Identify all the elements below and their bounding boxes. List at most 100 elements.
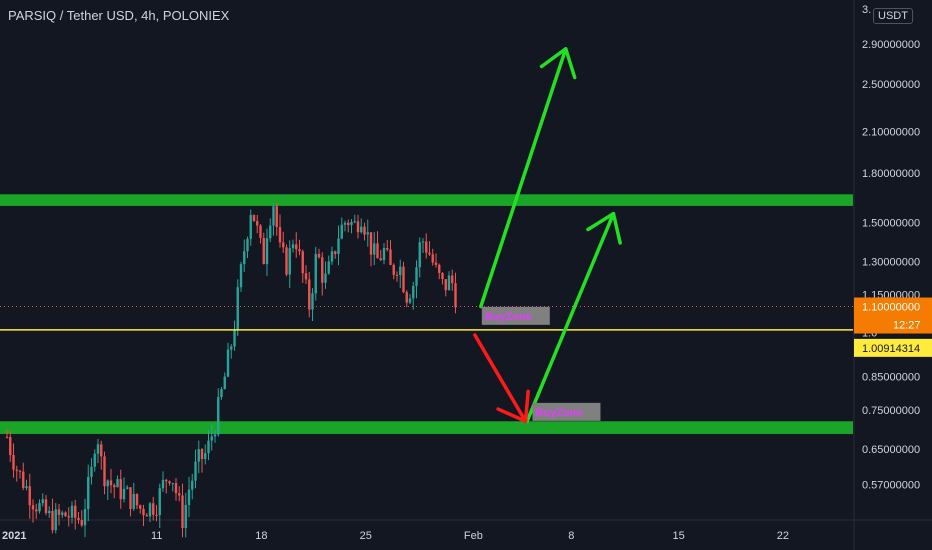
candle (298, 239, 301, 256)
unit-badge[interactable]: USDT (873, 8, 913, 24)
candle (256, 214, 259, 234)
candle (51, 498, 54, 534)
candle (74, 499, 77, 530)
candle (447, 271, 451, 291)
demand-zone-1 (0, 194, 853, 206)
candle (129, 487, 132, 517)
countdown-timer: 12:27 (893, 320, 921, 332)
candle (139, 504, 142, 514)
candle (87, 464, 90, 521)
candle (35, 503, 38, 519)
candle-body (434, 262, 438, 265)
candle-body (142, 508, 145, 516)
candle-body (405, 292, 408, 303)
candle (379, 250, 382, 262)
candle-body (317, 253, 321, 258)
candle-body (54, 509, 57, 531)
candle-body (93, 453, 96, 467)
candle-body (90, 466, 93, 477)
candle-body (87, 476, 90, 510)
candle-body (428, 252, 431, 255)
candle (288, 240, 291, 288)
candle-body (135, 493, 139, 506)
candle-body (210, 436, 213, 441)
candle (207, 430, 210, 461)
candle (204, 444, 207, 465)
candle-body (272, 206, 275, 226)
time-tick-label: 8 (568, 530, 574, 542)
candle (265, 228, 269, 276)
candle-body (67, 516, 70, 518)
candle-body (376, 243, 379, 259)
price-tick-label: 2.90000000 (862, 39, 920, 51)
candle (334, 250, 337, 259)
candle-body (178, 493, 181, 496)
arrow-head (586, 211, 622, 245)
candle (213, 429, 217, 443)
candle (395, 271, 399, 282)
current-price-tag-bg (854, 297, 932, 334)
candle (382, 243, 386, 265)
candle-body (236, 287, 239, 331)
candle-body (103, 456, 106, 487)
candle (161, 471, 165, 492)
candle-body (155, 514, 158, 516)
candle (90, 458, 93, 485)
candle-body (278, 227, 282, 243)
candle (57, 503, 61, 526)
candle (155, 504, 158, 522)
candle (18, 469, 22, 479)
candle (126, 485, 129, 490)
candle (308, 271, 311, 318)
candle (77, 511, 80, 524)
candle (83, 498, 87, 538)
candle (171, 482, 174, 492)
candle (178, 486, 181, 502)
candle (145, 512, 148, 517)
candle (106, 479, 109, 501)
candle (80, 510, 83, 528)
candle-body (451, 275, 454, 284)
candle (41, 493, 44, 507)
candle-body (243, 251, 246, 265)
candle (243, 239, 246, 272)
candle-body (314, 253, 317, 294)
candle-body (194, 461, 197, 481)
candle (431, 248, 434, 266)
arrow-head (539, 47, 577, 80)
candle-body (41, 499, 44, 504)
candle-body (230, 346, 233, 350)
candle-body (168, 481, 171, 484)
candle-body (402, 266, 405, 293)
candle (64, 511, 67, 517)
candle (360, 218, 363, 234)
candle (337, 225, 340, 266)
candle-body (360, 226, 363, 233)
buy-zone-label-1: BuyZone (481, 306, 550, 325)
candle (327, 255, 330, 275)
candle-body (340, 224, 343, 239)
candle-body (269, 225, 272, 239)
candle (399, 259, 402, 289)
zones-layer (0, 194, 853, 434)
candle (48, 506, 51, 518)
candle (282, 231, 285, 253)
candle (363, 222, 366, 241)
candle-body (139, 505, 142, 509)
candle-body (15, 469, 18, 471)
candle-body (373, 243, 376, 255)
time-tick-label: 18 (255, 530, 267, 542)
candle-body (356, 221, 360, 233)
arrows-layer (473, 47, 622, 424)
candle-body (343, 222, 347, 225)
price-tick-label: 1.50000000 (862, 218, 920, 230)
candle-body (132, 493, 135, 509)
arrow-shaft (479, 47, 568, 309)
candle-body (191, 480, 194, 490)
support-level-tag-bg (854, 338, 932, 357)
candle-body (113, 485, 116, 488)
candle (408, 293, 412, 305)
zone-label-text: BuyZone (485, 311, 532, 323)
time-tick-label: 25 (360, 530, 372, 542)
